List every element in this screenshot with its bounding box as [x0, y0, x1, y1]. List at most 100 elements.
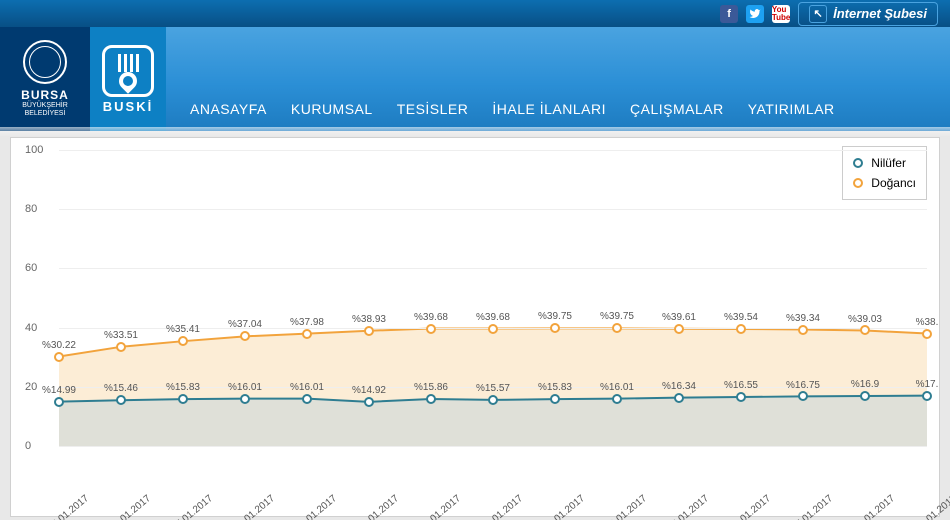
value-label: %39.61 — [662, 312, 696, 323]
value-label: %39.34 — [786, 313, 820, 324]
chart-point[interactable] — [922, 329, 932, 339]
youtube-icon[interactable]: YouTube — [772, 5, 790, 23]
value-label: %16.55 — [724, 380, 758, 391]
value-label: %16.9 — [851, 379, 879, 390]
x-axis-label: 20.01.2017 — [356, 493, 401, 520]
chart-point[interactable] — [178, 394, 188, 404]
chart-point[interactable] — [116, 342, 126, 352]
value-label: %38. — [916, 317, 939, 328]
chart-point[interactable] — [240, 394, 250, 404]
value-label: %38.93 — [352, 314, 386, 325]
value-label: %16.01 — [228, 382, 262, 393]
chart-point[interactable] — [178, 336, 188, 346]
nav-item-5[interactable]: YATIRIMLAR — [748, 101, 835, 117]
chart-point[interactable] — [736, 392, 746, 402]
value-label: %14.92 — [352, 385, 386, 396]
x-axis-label: 17.01.2017 — [170, 493, 215, 520]
chart-point[interactable] — [54, 397, 64, 407]
chart-plot: 020406080100%14.99%15.46%15.83%16.01%16.… — [59, 150, 927, 446]
x-axis-label: 19.01.2017 — [294, 493, 339, 520]
main-nav: ANASAYFA KURUMSAL TESİSLER İHALE İLANLARI ÇA… — [166, 27, 950, 131]
value-label: %15.46 — [104, 383, 138, 394]
nav-item-3[interactable]: İHALE İLANLARI — [492, 101, 606, 117]
chart-point[interactable] — [240, 331, 250, 341]
chart-point[interactable] — [116, 395, 126, 405]
chart-point[interactable] — [426, 394, 436, 404]
chart-point[interactable] — [550, 323, 560, 333]
chart-point[interactable] — [302, 394, 312, 404]
header: BURSA BÜYÜKŞEHİR BELEDİYESİ BUSKİ ANASAY… — [0, 27, 950, 131]
bursa-title: BURSA — [21, 88, 69, 102]
chart-point[interactable] — [860, 391, 870, 401]
buski-title: BUSKİ — [103, 99, 153, 114]
page: f YouTube ↖ İnternet Şubesi BURSA BÜYÜKŞ… — [0, 0, 950, 520]
chart-point[interactable] — [364, 326, 374, 336]
y-axis-label: 0 — [25, 440, 31, 452]
value-label: %39.75 — [538, 311, 572, 322]
x-axis-label: 27.01.2017 — [790, 493, 835, 520]
y-axis-label: 100 — [25, 144, 43, 156]
value-label: %39.54 — [724, 312, 758, 323]
value-label: %15.83 — [538, 382, 572, 393]
value-label: %16.75 — [786, 380, 820, 391]
chart-point[interactable] — [612, 394, 622, 404]
value-label: %15.57 — [476, 383, 510, 394]
bursa-sub1: BÜYÜKŞEHİR — [22, 102, 68, 110]
gridline — [59, 209, 927, 210]
x-axis-label: 16.01.2017 — [108, 493, 153, 520]
value-label: %14.99 — [42, 385, 76, 396]
value-label: %15.83 — [166, 382, 200, 393]
internet-branch-label: İnternet Şubesi — [833, 6, 927, 21]
nav-item-0[interactable]: ANASAYFA — [190, 101, 267, 117]
buski-icon — [102, 45, 154, 97]
bursa-logo[interactable]: BURSA BÜYÜKŞEHİR BELEDİYESİ — [0, 27, 90, 131]
x-axis-label: 21.01.2017 — [418, 493, 463, 520]
gridline — [59, 150, 927, 151]
bursa-sub2: BELEDİYESİ — [25, 110, 66, 118]
chart-point[interactable] — [426, 324, 436, 334]
nav-item-1[interactable]: KURUMSAL — [291, 101, 373, 117]
nav-item-4[interactable]: ÇALIŞMALAR — [630, 101, 724, 117]
chart-point[interactable] — [798, 325, 808, 335]
x-axis-label: 22.01.2017 — [480, 493, 525, 520]
chart-point[interactable] — [736, 324, 746, 334]
value-label: %37.04 — [228, 319, 262, 330]
chart-point[interactable] — [798, 391, 808, 401]
y-axis-label: 60 — [25, 262, 37, 274]
chart-point[interactable] — [364, 397, 374, 407]
y-axis-label: 80 — [25, 203, 37, 215]
internet-branch-button[interactable]: ↖ İnternet Şubesi — [798, 2, 938, 26]
value-label: %39.75 — [600, 311, 634, 322]
chart-point[interactable] — [674, 393, 684, 403]
value-label: %33.51 — [104, 330, 138, 341]
chart-point[interactable] — [302, 329, 312, 339]
x-axis-label: 29.01.2017 — [914, 493, 950, 520]
gridline — [59, 268, 927, 269]
x-axis-label: 23.01.2017 — [542, 493, 587, 520]
nav-item-2[interactable]: TESİSLER — [397, 101, 469, 117]
buski-logo[interactable]: BUSKİ — [90, 27, 166, 131]
chart-point[interactable] — [54, 352, 64, 362]
value-label: %39.03 — [848, 314, 882, 325]
value-label: %30.22 — [42, 340, 76, 351]
chart-point[interactable] — [674, 324, 684, 334]
topbar: f YouTube ↖ İnternet Şubesi — [0, 0, 950, 27]
value-label: %16.34 — [662, 381, 696, 392]
x-axis-label: 24.01.2017 — [604, 493, 649, 520]
facebook-icon[interactable]: f — [720, 5, 738, 23]
chart-container: NilüferDoğancı 020406080100%14.99%15.46%… — [10, 137, 940, 517]
chart-point[interactable] — [488, 395, 498, 405]
y-axis-label: 40 — [25, 322, 37, 334]
value-label: %16.01 — [290, 382, 324, 393]
twitter-icon[interactable] — [746, 5, 764, 23]
chart-point[interactable] — [860, 325, 870, 335]
chart-point[interactable] — [488, 324, 498, 334]
chart-point[interactable] — [612, 323, 622, 333]
cursor-icon: ↖ — [809, 5, 827, 23]
x-axis-label: 15.01.2017 — [46, 493, 91, 520]
chart-point[interactable] — [550, 394, 560, 404]
x-axis-label: 28.01.2017 — [852, 493, 897, 520]
chart-point[interactable] — [922, 391, 932, 401]
value-label: %39.68 — [414, 312, 448, 323]
bursa-emblem-icon — [23, 40, 67, 84]
